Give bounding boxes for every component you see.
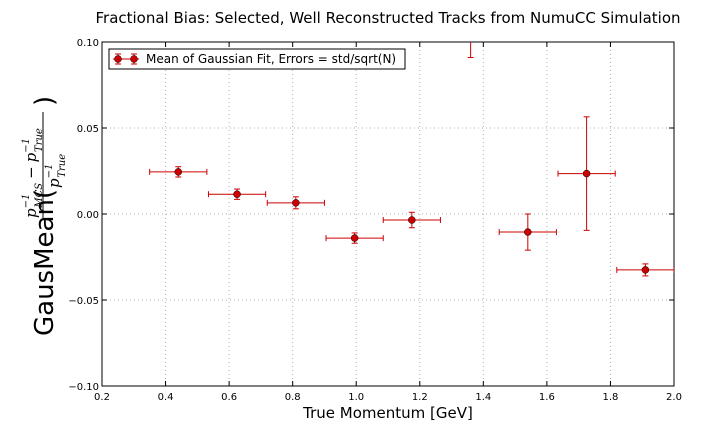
y-tick-label: −0.10	[68, 382, 99, 393]
data-point	[149, 166, 208, 178]
y-axis-label: GausMean( p−1 MCS−p−1 True p−1 True )	[21, 96, 68, 336]
ylabel-den-sub: True	[57, 154, 68, 178]
data-marker	[524, 228, 532, 236]
data-marker	[174, 168, 183, 176]
y-axis-label-suffix: )	[30, 96, 60, 106]
ylabel-num-p2: p	[22, 152, 40, 162]
x-tick-label: 1.4	[475, 392, 491, 403]
ylabel-den-p: p	[45, 178, 63, 188]
legend-marker	[113, 53, 139, 65]
data-marker	[292, 199, 300, 207]
x-axis: 0.2 0.4 0.6 0.8 1.0 1.2 1.4 1.6 1.8 2.0	[94, 42, 682, 403]
data-marker	[233, 190, 241, 198]
ylabel-den-sup: −1	[44, 164, 55, 179]
legend: Mean of Gaussian Fit, Errors = std/sqrt(…	[108, 48, 406, 70]
x-tick-label: 0.8	[285, 392, 301, 403]
data-marker	[641, 266, 650, 274]
x-tick-label: 2.0	[666, 392, 682, 403]
grid	[102, 42, 674, 386]
ylabel-num-minus: −	[22, 166, 40, 179]
data-point	[616, 263, 674, 277]
x-tick-label: 1.6	[539, 392, 555, 403]
legend-label: Mean of Gaussian Fit, Errors = std/sqrt(…	[146, 52, 396, 66]
data-point	[207, 188, 267, 200]
y-axis: −0.10 −0.05 0.00 0.05 0.10	[68, 38, 674, 393]
ylabel-num-p1: p	[22, 208, 40, 218]
data-point	[325, 232, 384, 244]
data-marker	[408, 216, 416, 224]
y-tick-label: −0.05	[68, 296, 99, 307]
data-marker	[350, 234, 359, 242]
data-point	[498, 213, 557, 251]
x-tick-label: 1.8	[602, 392, 618, 403]
data-point	[266, 196, 325, 210]
data-point	[467, 42, 474, 58]
y-tick-label: 0.05	[77, 124, 99, 135]
data-marker	[582, 169, 591, 178]
data-point	[557, 116, 616, 231]
ylabel-num-sup2: −1	[21, 138, 32, 153]
ylabel-num-sub1: MCS	[34, 183, 45, 209]
x-tick-label: 1.0	[348, 392, 364, 403]
x-axis-label: True Momentum [GeV]	[302, 404, 473, 422]
chart-title: Fractional Bias: Selected, Well Reconstr…	[95, 9, 680, 27]
legend-box	[108, 48, 406, 70]
x-tick-label: 0.6	[221, 392, 237, 403]
ylabel-num-sub2: True	[34, 128, 45, 152]
x-tick-label: 0.2	[94, 392, 110, 403]
y-axis-label-prefix: GausMean(	[30, 189, 60, 336]
y-tick-label: 0.10	[77, 38, 99, 49]
plot-frame	[101, 41, 675, 387]
x-tick-label: 1.2	[412, 392, 428, 403]
y-axis-label-fraction: p−1 MCS−p−1 True p−1 True	[21, 112, 68, 218]
data-point	[382, 211, 441, 229]
y-tick-label: 0.00	[77, 210, 99, 221]
x-tick-label: 0.4	[158, 392, 174, 403]
ylabel-num-sup1: −1	[21, 194, 32, 209]
data-points	[149, 42, 674, 277]
